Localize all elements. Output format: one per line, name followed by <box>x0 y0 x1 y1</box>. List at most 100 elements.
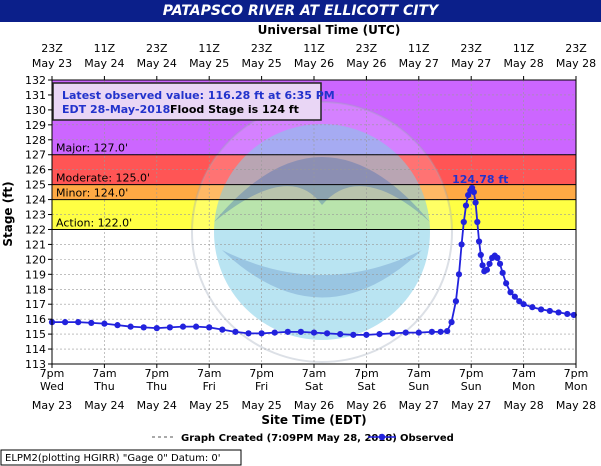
x-tick-date-2: May 24 <box>137 399 177 412</box>
noaa-watermark <box>191 101 453 363</box>
data-point-61 <box>537 306 545 313</box>
top-tick-time-2: 23Z <box>146 42 168 55</box>
x-tick-time-6: 7pm <box>354 367 379 380</box>
data-point-17 <box>271 329 278 336</box>
data-point-10 <box>179 323 187 330</box>
top-tick-date-10: May 28 <box>556 57 596 70</box>
data-point-37 <box>462 202 470 209</box>
x-tick-date-10: May 28 <box>556 399 596 412</box>
top-tick-date-6: May 26 <box>346 57 386 70</box>
x-tick-time-10: 7pm <box>564 367 589 380</box>
y-tick-label-10: 123 <box>25 209 46 222</box>
top-tick-time-5: 11Z <box>303 42 325 55</box>
data-point-16 <box>258 330 265 337</box>
y-tick-label-9: 122 <box>25 223 46 236</box>
top-axis-title: Universal Time (UTC) <box>258 23 401 37</box>
top-tick-date-2: May 24 <box>137 57 177 70</box>
data-point-22 <box>337 331 344 338</box>
data-point-13 <box>219 326 226 333</box>
data-point-34 <box>455 271 463 278</box>
flood-label-1: Moderate: 125.0' <box>56 172 150 185</box>
observed-series <box>48 184 577 338</box>
x-tick-date-3: May 25 <box>189 399 229 412</box>
data-point-60 <box>529 304 536 311</box>
data-point-1 <box>62 319 69 326</box>
x-tick-date-1: May 24 <box>84 399 124 412</box>
axes <box>48 76 577 368</box>
y-tick-label-17: 130 <box>25 104 46 117</box>
watermark-inner-disc <box>214 124 430 340</box>
flood-category-lines <box>52 154 576 230</box>
data-point-55 <box>503 280 510 287</box>
data-point-46 <box>479 262 486 269</box>
x-tick-time-7: 7am <box>407 367 431 380</box>
x-tick-day-9: Mon <box>512 380 535 393</box>
latest-value-box: Latest observed value: 116.28 ft at 6:35… <box>52 82 335 121</box>
data-point-44 <box>475 238 483 245</box>
y-tick-label-6: 119 <box>25 268 46 281</box>
top-tick-time-8: 23Z <box>460 42 482 55</box>
data-point-57 <box>511 293 518 300</box>
x-tick-time-1: 7am <box>92 367 116 380</box>
y-tick-label-5: 118 <box>25 283 46 296</box>
x-tick-day-7: Sun <box>408 380 429 393</box>
flood-label-2: Minor: 124.0' <box>56 187 128 200</box>
legend-observed: Observed <box>400 433 454 444</box>
flood-label-3: Action: 122.0' <box>56 216 132 229</box>
top-tick-time-7: 11Z <box>408 42 430 55</box>
data-point-29 <box>428 328 435 335</box>
data-point-58 <box>516 298 523 305</box>
data-point-43 <box>474 218 481 226</box>
y-tick-label-15: 128 <box>25 134 46 147</box>
data-point-12 <box>206 324 213 331</box>
top-tick-date-8: May 27 <box>451 57 491 70</box>
top-tick-date-4: May 25 <box>241 57 281 70</box>
flood-stage-note: Flood Stage is 124 ft <box>170 103 299 116</box>
data-point-4 <box>101 320 108 327</box>
data-point-33 <box>452 298 460 305</box>
x-tick-day-10: Mon <box>564 380 587 393</box>
footer-note-frame <box>0 449 242 466</box>
data-point-14 <box>232 328 239 335</box>
y-tick-label-14: 127 <box>25 149 46 162</box>
top-tick-date-3: May 25 <box>189 57 229 70</box>
data-point-11 <box>193 323 200 330</box>
data-point-48 <box>483 266 491 273</box>
latest-value-line2-date: EDT 28-May-2018. <box>62 103 174 116</box>
x-tick-day-0: Wed <box>40 380 64 393</box>
data-point-63 <box>555 309 562 316</box>
data-point-54 <box>499 269 506 276</box>
title-bar <box>0 0 601 22</box>
top-tick-time-6: 23Z <box>356 42 378 55</box>
watermark-wave <box>222 250 422 298</box>
x-tick-time-8: 7pm <box>459 367 484 380</box>
x-tick-day-8: Sun <box>461 380 482 393</box>
top-tick-date-0: May 23 <box>32 57 72 70</box>
x-tick-day-4: Fri <box>255 380 268 393</box>
data-point-3 <box>88 319 95 326</box>
data-point-5 <box>114 322 121 329</box>
x-tick-time-0: 7pm <box>40 367 65 380</box>
x-tick-day-6: Sat <box>357 380 376 393</box>
data-point-41 <box>470 189 477 196</box>
legend-graph-created: Graph Created (7:09PM May 28, 2018) <box>181 433 397 444</box>
data-point-28 <box>415 329 422 336</box>
data-point-30 <box>437 328 444 335</box>
data-point-2 <box>75 319 82 326</box>
data-point-42 <box>472 199 479 206</box>
footer-note-box: ELPM2(plotting HGIRR) "Gage 0" Datum: 0' <box>0 449 242 466</box>
x-tick-date-4: May 25 <box>241 399 281 412</box>
x-tick-date-9: May 28 <box>503 399 543 412</box>
data-point-56 <box>507 289 514 296</box>
data-point-36 <box>460 218 467 226</box>
data-point-25 <box>376 331 383 338</box>
x-tick-day-1: Thu <box>93 380 115 393</box>
y-tick-label-2: 115 <box>25 328 46 341</box>
flood-category-labels: Major: 127.0' Moderate: 125.0' Minor: 124.… <box>56 142 150 230</box>
chart-title: PATAPSCO RIVER AT ELLICOTT CITY <box>162 3 439 19</box>
top-tick-time-10: 23Z <box>565 42 587 55</box>
data-point-8 <box>153 325 160 332</box>
data-point-53 <box>496 260 504 267</box>
